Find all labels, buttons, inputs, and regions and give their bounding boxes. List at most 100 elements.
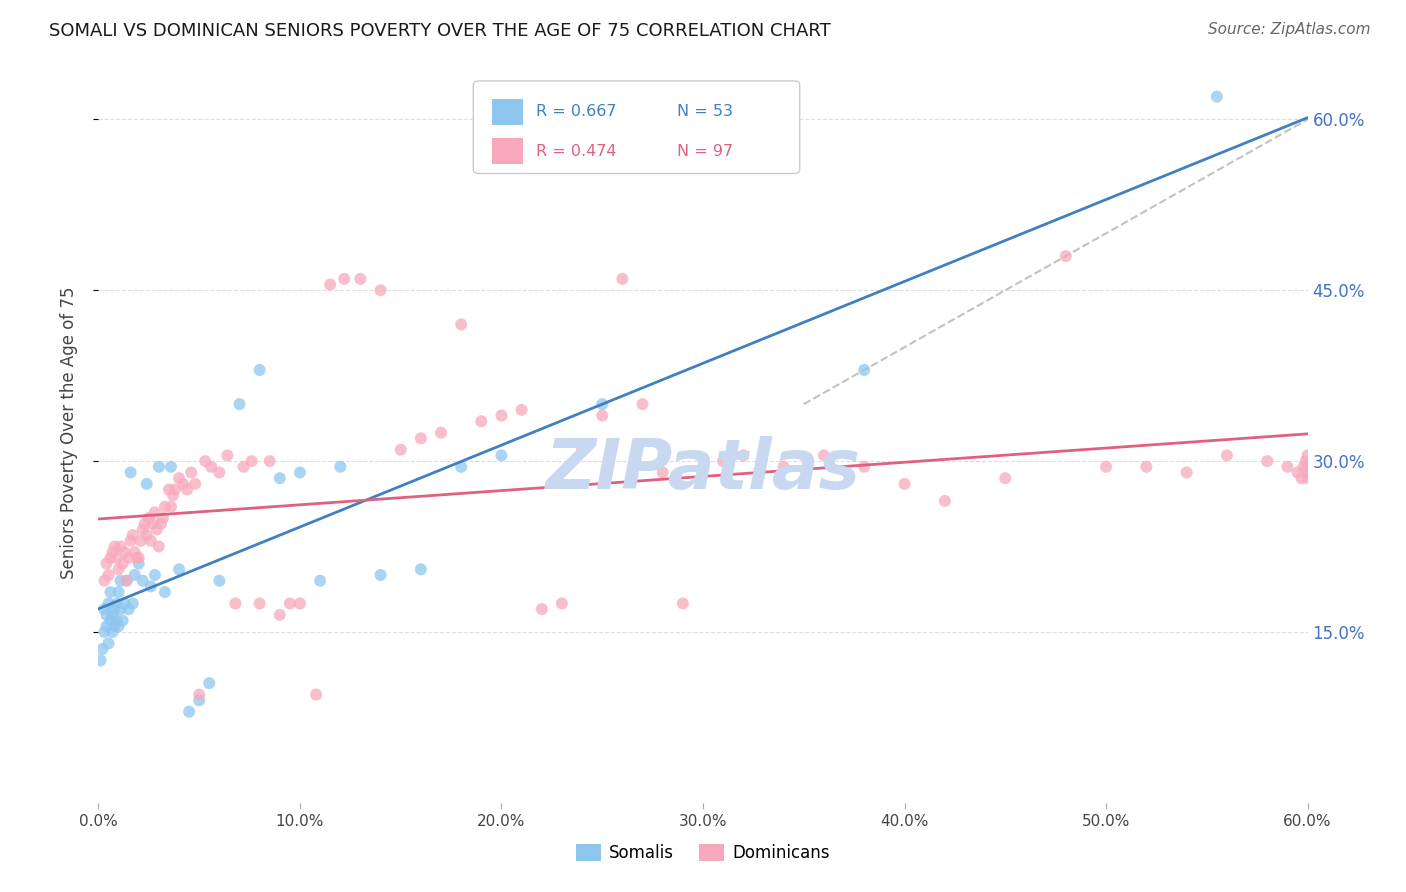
Point: [1277, 459, 1299, 474]
Point: [409, 562, 432, 576]
Point: [148, 540, 170, 554]
Point: [631, 397, 654, 411]
Point: [228, 397, 250, 411]
Point: [994, 471, 1017, 485]
Point: [121, 528, 143, 542]
Point: [1135, 459, 1157, 474]
Point: [134, 516, 156, 531]
Point: [217, 449, 239, 463]
Point: [224, 597, 246, 611]
Point: [143, 568, 166, 582]
Point: [180, 466, 202, 480]
Text: R = 0.474: R = 0.474: [536, 144, 616, 159]
Point: [208, 574, 231, 588]
Point: [198, 676, 221, 690]
Point: [118, 602, 141, 616]
Point: [157, 483, 180, 497]
Point: [772, 459, 794, 474]
Point: [101, 545, 124, 559]
Point: [711, 454, 734, 468]
Point: [853, 459, 876, 474]
Point: [1296, 449, 1319, 463]
Point: [1296, 466, 1319, 480]
Point: [93, 574, 115, 588]
Point: [1295, 454, 1317, 468]
Point: [120, 533, 142, 548]
Point: [188, 688, 211, 702]
Point: [121, 597, 143, 611]
Point: [107, 585, 129, 599]
Point: [249, 363, 271, 377]
Point: [153, 500, 176, 514]
Point: [100, 585, 122, 599]
Point: [813, 449, 835, 463]
Point: [118, 550, 141, 565]
Point: [167, 471, 190, 485]
Text: R = 0.667: R = 0.667: [536, 104, 616, 120]
Point: [530, 602, 553, 616]
Point: [491, 409, 513, 423]
Point: [249, 597, 271, 611]
Point: [370, 568, 392, 582]
Point: [97, 636, 120, 650]
Point: [93, 624, 115, 639]
Point: [111, 557, 134, 571]
Point: [142, 516, 165, 531]
Point: [389, 442, 412, 457]
FancyBboxPatch shape: [492, 99, 523, 125]
Point: [132, 574, 155, 588]
Point: [450, 318, 472, 332]
Point: [510, 402, 533, 417]
Point: [160, 500, 183, 514]
FancyBboxPatch shape: [474, 81, 800, 173]
Point: [107, 619, 129, 633]
Point: [1256, 454, 1278, 468]
Point: [269, 471, 291, 485]
Point: [1175, 466, 1198, 480]
Point: [333, 272, 356, 286]
Point: [1054, 249, 1077, 263]
Point: [100, 614, 122, 628]
Point: [96, 557, 118, 571]
Point: [160, 459, 183, 474]
Point: [163, 483, 186, 497]
Point: [93, 602, 115, 616]
Point: [269, 607, 291, 622]
Point: [232, 459, 254, 474]
Point: [450, 459, 472, 474]
Point: [103, 619, 125, 633]
Point: [470, 414, 492, 428]
Text: SOMALI VS DOMINICAN SENIORS POVERTY OVER THE AGE OF 75 CORRELATION CHART: SOMALI VS DOMINICAN SENIORS POVERTY OVER…: [49, 22, 831, 40]
Legend: Somalis, Dominicans: Somalis, Dominicans: [569, 837, 837, 869]
Point: [132, 523, 155, 537]
Point: [184, 476, 207, 491]
Point: [409, 431, 432, 445]
Y-axis label: Seniors Poverty Over the Age of 75: Seniors Poverty Over the Age of 75: [59, 286, 77, 579]
Text: ZIPatlas: ZIPatlas: [546, 436, 860, 503]
Point: [139, 533, 162, 548]
Point: [105, 597, 128, 611]
Point: [692, 459, 714, 474]
Point: [194, 454, 217, 468]
Point: [124, 568, 146, 582]
Point: [120, 466, 142, 480]
Point: [148, 459, 170, 474]
Point: [114, 545, 136, 559]
Point: [110, 540, 132, 554]
Point: [143, 505, 166, 519]
Point: [172, 476, 194, 491]
Point: [651, 466, 673, 480]
Point: [97, 597, 120, 611]
Point: [1292, 459, 1315, 474]
Point: [97, 568, 120, 582]
Point: [288, 597, 311, 611]
Point: [153, 585, 176, 599]
Point: [103, 602, 125, 616]
Point: [101, 624, 124, 639]
Point: [200, 459, 222, 474]
Point: [491, 449, 513, 463]
Point: [370, 283, 392, 297]
Point: [240, 454, 263, 468]
Point: [1286, 466, 1309, 480]
Point: [114, 597, 136, 611]
